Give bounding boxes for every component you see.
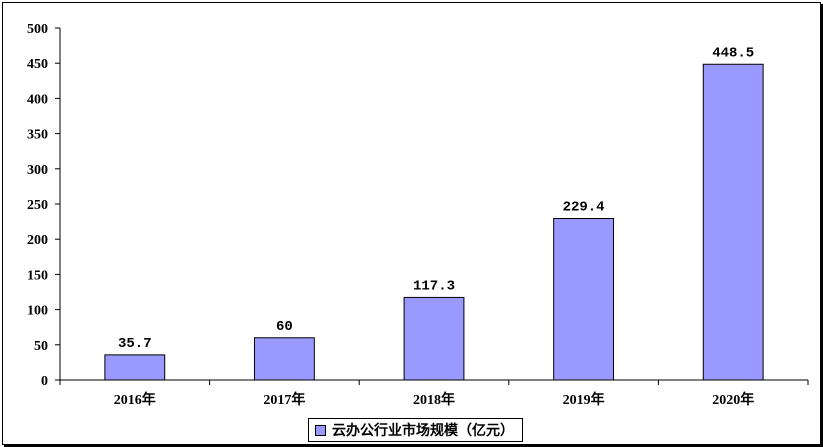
x-tick-label: 2019年 <box>563 391 605 408</box>
x-tick-label: 2020年 <box>712 391 754 408</box>
bar <box>253 337 315 381</box>
y-tick-label: 50 <box>34 339 48 354</box>
bars <box>104 63 764 381</box>
bar <box>403 296 465 381</box>
bar <box>104 354 166 381</box>
data-label: 35.7 <box>118 336 152 352</box>
bar <box>702 63 764 381</box>
data-label: 117.3 <box>413 278 455 294</box>
legend-label: 云办公行业市场规模（亿元） <box>332 423 514 439</box>
x-tick-label: 2017年 <box>263 391 305 408</box>
legend: 云办公行业市场规模（亿元） <box>308 418 523 442</box>
x-tick-label: 2018年 <box>413 391 455 408</box>
y-tick-label: 250 <box>27 198 48 213</box>
bar <box>553 218 615 381</box>
y-tick-label: 450 <box>27 57 48 72</box>
y-tick-label: 500 <box>27 22 48 37</box>
y-tick-label: 100 <box>27 304 48 319</box>
y-tick-label: 350 <box>27 128 48 143</box>
y-tick-label: 150 <box>27 268 48 283</box>
x-tick-label: 2016年 <box>114 391 156 408</box>
y-axis-ticks: 0 50 100 150 200 250 300 350 400 450 500 <box>27 22 60 389</box>
legend-swatch <box>315 424 326 436</box>
y-tick-label: 300 <box>27 163 48 178</box>
data-label: 229.4 <box>563 200 605 216</box>
x-axis-labels: 2016年 2017年 2018年 2019年 2020年 <box>114 391 754 408</box>
y-tick-label: 400 <box>27 92 48 107</box>
data-labels: 35.7 60 117.3 229.4 448.5 <box>118 45 754 352</box>
y-tick-label: 0 <box>41 374 48 389</box>
data-label: 448.5 <box>712 45 754 61</box>
y-tick-label: 200 <box>27 233 48 248</box>
data-label: 60 <box>276 319 293 335</box>
